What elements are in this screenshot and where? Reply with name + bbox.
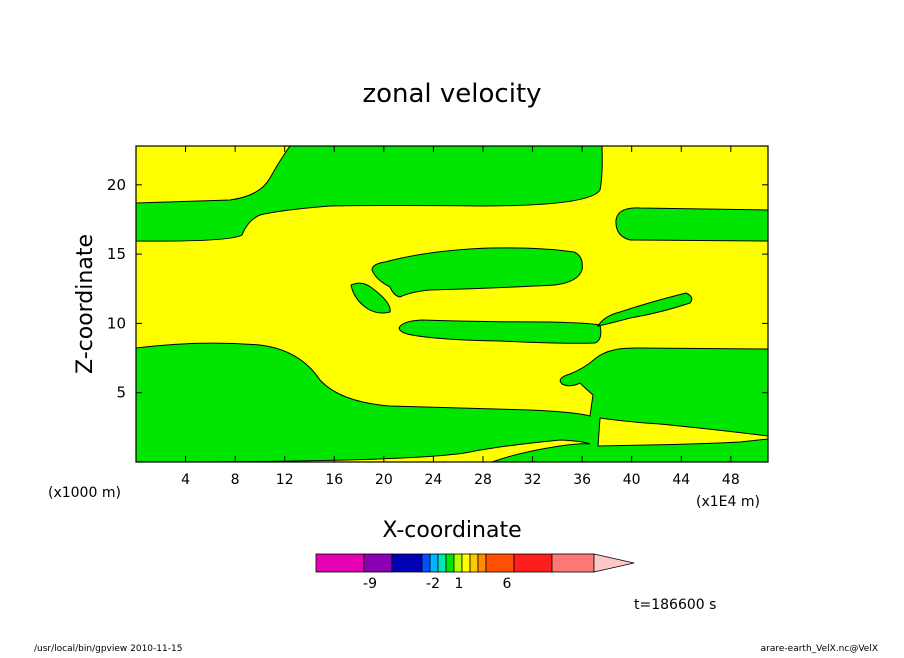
x-axis: 4 8 12 16 20 24 28 32 36 40 44 48 (181, 146, 740, 488)
contour-region-mid-lower (398, 319, 602, 344)
x-tick-label: 28 (474, 472, 492, 488)
y-axis-label: Z-coordinate (73, 234, 98, 374)
colorbar-swatch (461, 553, 471, 573)
y-axis: 5 10 15 20 (107, 176, 768, 402)
chart-title: zonal velocity (362, 79, 541, 109)
x-tick-label: 20 (375, 472, 393, 488)
colorbar-label: 6 (503, 576, 512, 592)
x-tick-label: 12 (276, 472, 294, 488)
contour-region-mid-upper (371, 247, 583, 298)
colorbar-swatch (453, 553, 463, 573)
colorbar-swatch (513, 553, 553, 573)
colorbar-arrow (593, 553, 635, 573)
colorbar-swatch (363, 553, 393, 573)
colorbar-swatch (469, 553, 479, 573)
x-tick-label: 44 (672, 472, 690, 488)
x-tick-label: 16 (325, 472, 343, 488)
x-tick-label: 40 (623, 472, 641, 488)
x-axis-unit-right: (x1E4 m) (696, 494, 760, 510)
colorbar-swatch (391, 553, 423, 573)
colorbar: -9 -2 1 6 (315, 553, 635, 592)
plot-area (136, 146, 768, 462)
contour-region-bottom (136, 342, 768, 462)
colorbar-label: 1 (455, 576, 464, 592)
colorbar-label: -9 (363, 576, 377, 592)
contour-region-right-streak (596, 292, 693, 327)
footer-right: arare-earth_VelX.nc@VelX (761, 644, 878, 654)
x-tick-label: 4 (181, 472, 190, 488)
x-tick-label: 32 (524, 472, 542, 488)
x-tick-label: 8 (231, 472, 240, 488)
time-label: t=186600 s (634, 597, 716, 613)
y-tick-label: 20 (107, 176, 126, 194)
colorbar-swatch (551, 553, 595, 573)
colorbar-swatch (485, 553, 515, 573)
x-tick-label: 48 (722, 472, 740, 488)
y-tick-label: 10 (107, 314, 126, 332)
contour-region-small-blob (350, 282, 391, 314)
colorbar-swatch (445, 553, 455, 573)
colorbar-swatch (315, 553, 365, 573)
colorbar-swatch (477, 553, 487, 573)
x-axis-unit-left: (x1000 m) (48, 485, 121, 501)
contour-region-top-right (615, 207, 768, 242)
x-axis-label: X-coordinate (382, 518, 521, 543)
contour-region-top-left (136, 146, 603, 242)
colorbar-label: -2 (426, 576, 440, 592)
colorbar-swatch (421, 553, 431, 573)
colorbar-swatch (429, 553, 439, 573)
colorbar-swatch (437, 553, 447, 573)
x-tick-label: 24 (424, 472, 442, 488)
y-tick-label: 5 (116, 384, 126, 402)
footer-left: /usr/local/bin/gpview 2010-11-15 (34, 644, 182, 654)
x-tick-label: 36 (573, 472, 591, 488)
plot-frame (135, 145, 769, 463)
y-tick-label: 15 (107, 245, 126, 263)
